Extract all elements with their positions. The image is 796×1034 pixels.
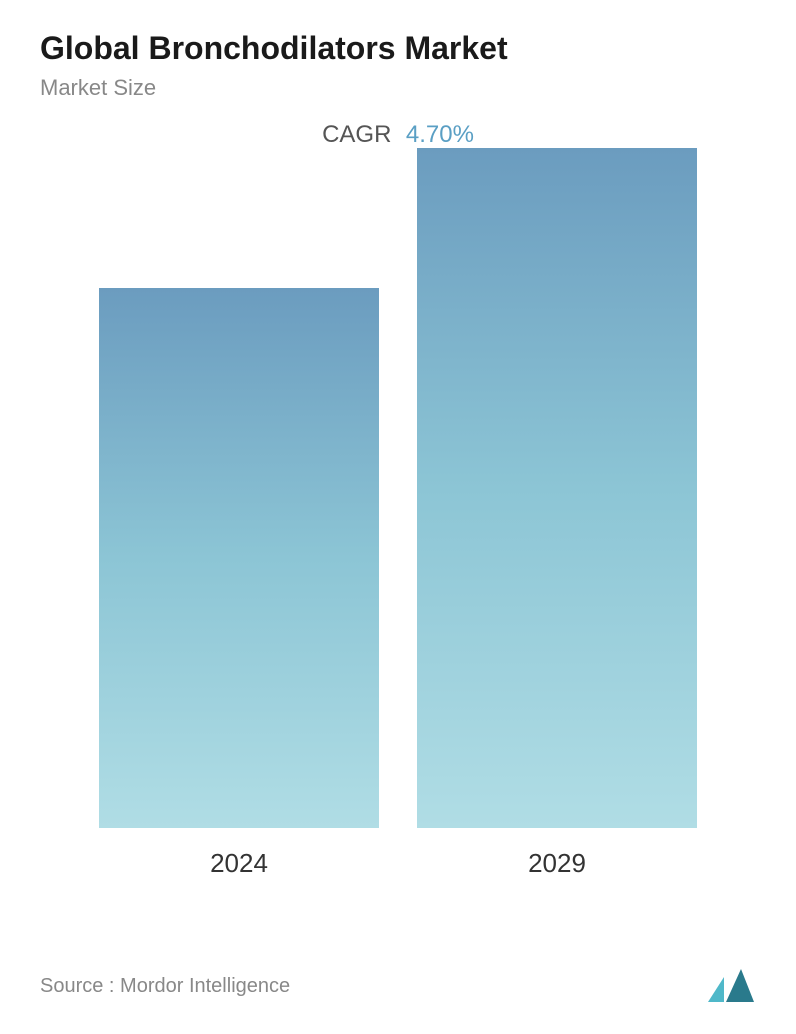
bar-2024: [99, 288, 379, 828]
mordor-logo-icon: [706, 969, 756, 1004]
bar-label-2029: 2029: [528, 848, 586, 879]
bar-group-2024: 2024: [99, 288, 379, 879]
chart-title: Global Bronchodilators Market: [40, 30, 756, 67]
bar-2029: [417, 148, 697, 828]
footer: Source : Mordor Intelligence: [40, 969, 756, 1004]
cagr-container: CAGR 4.70%: [40, 121, 756, 149]
source-text: Source : Mordor Intelligence: [40, 975, 290, 998]
bar-group-2029: 2029: [417, 148, 697, 879]
cagr-value: 4.70%: [406, 121, 474, 148]
chart-subtitle: Market Size: [40, 75, 756, 101]
cagr-label: CAGR: [322, 121, 391, 148]
bar-label-2024: 2024: [210, 848, 268, 879]
bar-chart: 2024 2029: [40, 179, 756, 879]
